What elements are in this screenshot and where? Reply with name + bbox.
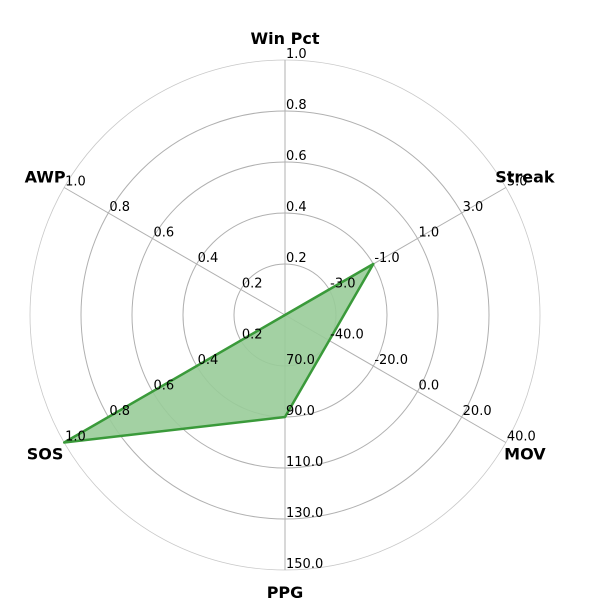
series-area-0 — [62, 262, 375, 444]
tick-label-4-2: 0.6 — [153, 379, 174, 394]
tick-label-2-1: -20.0 — [374, 353, 408, 368]
tick-label-1-1: -1.0 — [374, 251, 399, 266]
tick-label-1-4: 5.0 — [507, 175, 528, 190]
tick-label-2-4: 40.0 — [507, 430, 536, 445]
axis-title-0: Win Pct — [251, 29, 320, 48]
tick-label-3-2: 110.0 — [286, 455, 323, 470]
tick-label-0-1: 0.4 — [286, 200, 307, 215]
tick-label-4-1: 0.4 — [198, 353, 219, 368]
tick-label-2-3: 20.0 — [463, 404, 492, 419]
tick-label-4-4: 1.0 — [65, 430, 86, 445]
tick-label-0-2: 0.6 — [286, 149, 307, 164]
tick-label-1-0: -3.0 — [330, 277, 355, 292]
axis-title-1: Streak — [495, 168, 555, 187]
tick-label-1-3: 3.0 — [463, 200, 484, 215]
tick-label-4-0: 0.2 — [242, 328, 263, 343]
tick-label-3-0: 70.0 — [286, 353, 315, 368]
tick-label-2-0: -40.0 — [330, 328, 364, 343]
axis-title-3: PPG — [267, 583, 304, 600]
tick-label-5-1: 0.4 — [198, 251, 219, 266]
tick-label-5-4: 1.0 — [65, 175, 86, 190]
tick-label-5-3: 0.8 — [109, 200, 130, 215]
tick-label-0-4: 1.0 — [286, 47, 307, 62]
tick-label-2-2: 0.0 — [419, 379, 440, 394]
tick-label-3-4: 150.0 — [286, 557, 323, 572]
tick-label-1-2: 1.0 — [419, 226, 440, 241]
axis-title-4: SOS — [27, 445, 64, 464]
axis-title-2: MOV — [504, 445, 546, 464]
tick-label-0-0: 0.2 — [286, 251, 307, 266]
tick-label-0-3: 0.8 — [286, 98, 307, 113]
tick-label-3-3: 130.0 — [286, 506, 323, 521]
tick-label-4-3: 0.8 — [109, 404, 130, 419]
tick-label-5-2: 0.6 — [153, 226, 174, 241]
axis-title-5: AWP — [25, 168, 66, 187]
tick-label-3-1: 90.0 — [286, 404, 315, 419]
axis-spoke-5 — [63, 187, 286, 316]
tick-label-5-0: 0.2 — [242, 277, 263, 292]
